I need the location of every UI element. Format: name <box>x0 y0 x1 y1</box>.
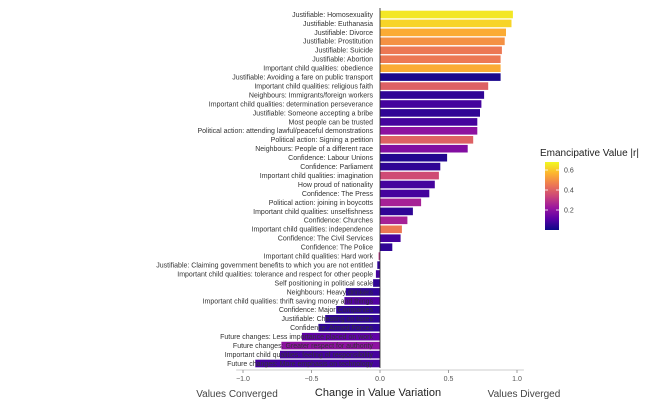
category-label-justifiable-avoiding-a-fare-on-public-transport: Justifiable: Avoiding a fare on public t… <box>232 75 373 82</box>
x-tick-label: −0.5 <box>305 376 319 383</box>
category-label-important-child-qualities-unselfishness: Important child qualities: unselfishness <box>253 209 373 216</box>
category-label-justifiable-euthanasia: Justifiable: Euthanasia <box>303 21 373 28</box>
x-tick-label: 0.5 <box>444 376 454 383</box>
category-label-confidence-churches: Confidence: Churches <box>304 218 374 225</box>
bar-confidence-churches <box>380 216 408 225</box>
category-label-justifiable-cheating-on-taxes: Justifiable: Cheating on taxes <box>282 316 374 323</box>
annotation-values-converged: Values Converged <box>196 389 278 400</box>
legend-tick-label: 0.2 <box>564 208 574 215</box>
bar-justifiable-cheating-on-taxes <box>325 315 380 323</box>
category-label-confidence-the-civil-services: Confidence: The Civil Services <box>278 236 374 243</box>
bar-justifiable-homosexuality <box>380 10 513 19</box>
category-label-future-changes-more-emphasis-on-technology: Future changes: More emphasis on technol… <box>227 361 373 368</box>
bar-justifiable-someone-accepting-a-bribe <box>380 109 480 117</box>
category-label-self-positioning-in-political-scale: Self positioning in political scale <box>275 280 374 287</box>
category-label-important-child-qualities-religious-faith: Important child qualities: religious fai… <box>254 84 373 91</box>
bar-justifiable-avoiding-a-fare-on-public-transport <box>380 73 501 81</box>
legend-colorbar <box>545 162 559 230</box>
bar-important-child-qualities-feeling-of-responsibility <box>280 350 380 359</box>
category-label-neighbours-people-of-a-different-race: Neighbours: People of a different race <box>255 146 373 153</box>
bar-political-action-signing-a-petition <box>380 136 474 144</box>
category-label-important-child-qualities-tolerance-and-respect-for-other-people: Important child qualities: tolerance and… <box>177 271 373 278</box>
category-label-political-action-signing-a-petition: Political action: Signing a petition <box>271 137 373 144</box>
x-axis-title: Change in Value Variation <box>315 387 441 399</box>
bar-how-proud-of-nationality <box>380 180 435 189</box>
bar-political-action-joining-in-boycotts <box>380 198 422 207</box>
x-tick-label: 1.0 <box>512 376 522 383</box>
bar-confidence-parliament <box>380 162 441 171</box>
legend-tick-label: 0.6 <box>564 168 574 175</box>
category-label-confidence-the-press: Confidence: The Press <box>302 191 374 198</box>
bar-justifiable-divorce <box>380 28 506 37</box>
category-label-justifiable-someone-accepting-a-bribe: Justifiable: Someone accepting a bribe <box>253 110 373 117</box>
category-label-political-action-joining-in-boycotts: Political action: joining in boycotts <box>269 200 374 207</box>
category-label-political-action-attending-lawful-peaceful-demonstrations: Political action: attending lawful/peace… <box>198 128 374 135</box>
bar-important-child-qualities-tolerance-and-respect-for-other-people <box>375 270 380 278</box>
category-label-important-child-qualities-imagination: Important child qualities: imagination <box>260 173 373 180</box>
bars-layer <box>255 10 513 368</box>
bar-confidence-major-companies <box>336 306 380 314</box>
bar-justifiable-prostitution <box>380 37 505 46</box>
bar-important-child-qualities-independence <box>380 225 402 234</box>
bar-confidence-the-police <box>380 243 393 251</box>
bar-important-child-qualities-hard-work <box>378 252 380 260</box>
category-label-neighbours-heavy-drinkers: Neighbours: Heavy drinkers <box>287 289 374 296</box>
legend-tick-label: 0.4 <box>564 188 574 195</box>
category-label-important-child-qualities-feeling-of-responsibility: Important child qualities: feeling of re… <box>225 352 374 359</box>
category-label-justifiable-divorce: Justifiable: Divorce <box>314 30 373 37</box>
bar-justifiable-abortion <box>380 55 501 63</box>
bar-justifiable-suicide <box>380 46 502 55</box>
bar-important-child-qualities-imagination <box>380 171 439 180</box>
legend-title: Emancipative Value |r| <box>540 148 639 159</box>
category-label-important-child-qualities-obedience: Important child qualities: obedience <box>263 66 373 73</box>
bar-justifiable-euthanasia <box>380 19 512 28</box>
x-axis: −1.0 −0.5 0.0 0.5 1.0 <box>236 8 524 383</box>
category-label-justifiable-prostitution: Justifiable: Prostitution <box>303 39 373 46</box>
category-label-justifiable-claiming-government-benefits-to-which-you-are-not-entitled: Justifiable: Claiming government benefit… <box>156 263 373 270</box>
category-label-neighbours-immigrants-foreign-workers: Neighbours: Immigrants/foreign workers <box>249 92 374 99</box>
category-label-future-changes-less-importance-placed-on-work: Future changes: Less importance placed o… <box>220 334 373 341</box>
category-label-confidence-armed-forces: Confidence: Armed Forces <box>290 325 373 332</box>
bar-confidence-labour-unions <box>380 153 448 162</box>
x-tick-label: 0.0 <box>375 376 385 383</box>
x-tick-label: −1.0 <box>236 376 250 383</box>
bar-confidence-the-press <box>380 189 430 198</box>
category-label-confidence-the-police: Confidence: The Police <box>301 245 373 252</box>
category-label-important-child-qualities-determination-perseverance: Important child qualities: determination… <box>209 101 373 108</box>
bar-self-positioning-in-political-scale <box>373 279 380 287</box>
bar-confidence-the-civil-services <box>380 234 401 242</box>
category-label-important-child-qualities-independence: Important child qualities: independence <box>252 227 374 234</box>
bar-important-child-qualities-religious-faith <box>380 82 489 90</box>
bar-future-changes-greater-respect-for-authority <box>281 341 380 350</box>
bar-neighbours-people-of-a-different-race <box>380 144 468 153</box>
bar-future-changes-more-emphasis-on-technology <box>255 359 380 368</box>
bar-important-child-qualities-obedience <box>380 64 501 72</box>
category-label-justifiable-suicide: Justifiable: Suicide <box>315 48 373 55</box>
bar-important-child-qualities-determination-perseverance <box>380 100 482 108</box>
bar-neighbours-immigrants-foreign-workers <box>380 91 485 99</box>
bar-important-child-qualities-thrift-saving-money-and-things <box>344 297 380 305</box>
category-labels: Justifiable: Homosexuality Justifiable: E… <box>156 12 373 368</box>
color-legend: Emancipative Value |r| 0.2 0.4 0.6 <box>540 148 639 230</box>
category-label-most-people-can-be-trusted: Most people can be trusted <box>289 119 374 126</box>
bar-political-action-attending-lawful-peaceful-demonstrations <box>380 127 478 135</box>
bar-confidence-armed-forces <box>318 323 380 332</box>
category-label-confidence-parliament: Confidence: Parliament <box>300 164 373 171</box>
category-label-justifiable-homosexuality: Justifiable: Homosexuality <box>292 12 373 19</box>
bar-future-changes-less-importance-placed-on-work <box>301 332 380 341</box>
category-label-important-child-qualities-thrift-saving-money-and-things: Important child qualities: thrift saving… <box>203 298 374 305</box>
bar-neighbours-heavy-drinkers <box>345 288 381 296</box>
category-label-future-changes-greater-respect-for-authority: Future changes: Greater respect for auth… <box>233 343 374 350</box>
bar-most-people-can-be-trusted <box>380 118 478 126</box>
category-label-important-child-qualities-hard-work: Important child qualities: Hard work <box>264 254 374 261</box>
annotation-values-diverged: Values Diverged <box>488 389 561 400</box>
category-label-justifiable-abortion: Justifiable: Abortion <box>312 57 373 64</box>
category-label-confidence-labour-unions: Confidence: Labour Unions <box>288 155 373 162</box>
category-label-confidence-major-companies: Confidence: Major Companies <box>279 307 374 314</box>
category-label-how-proud-of-nationality: How proud of nationality <box>298 182 374 189</box>
bar-justifiable-claiming-government-benefits-to-which-you-are-not-entitled <box>377 261 380 269</box>
bar-important-child-qualities-unselfishness <box>380 207 413 216</box>
